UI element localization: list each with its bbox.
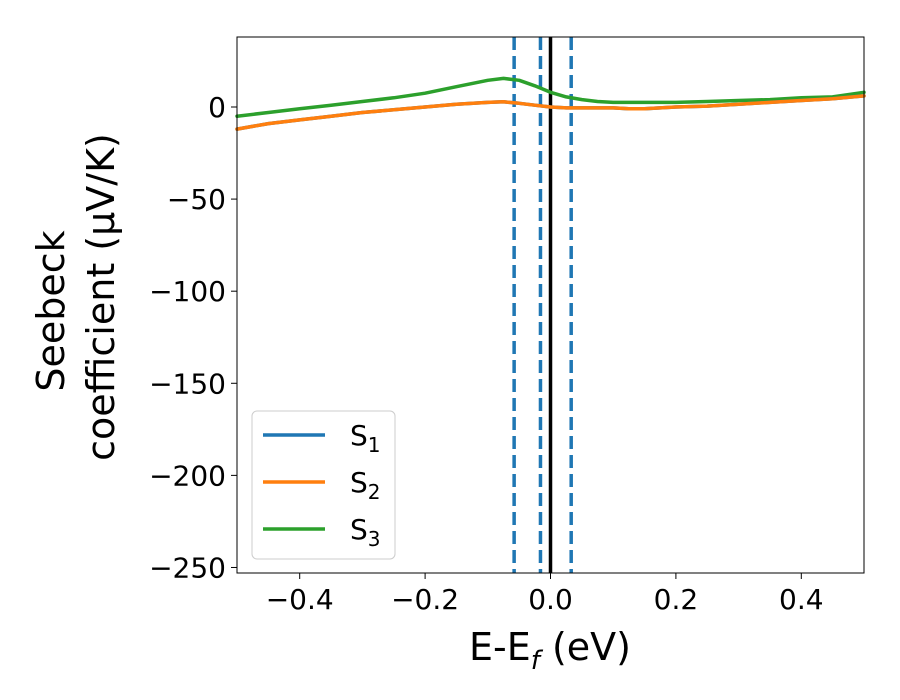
series-line-s3 (235, 76, 866, 118)
y-tick-label: −100 (149, 275, 226, 308)
x-tick-label: 0.0 (528, 583, 573, 616)
y-tick-label: −250 (149, 551, 226, 584)
x-tick-label: −0.2 (391, 583, 459, 616)
legend-box (251, 410, 396, 560)
series-line-s2 (235, 94, 866, 131)
x-tick-label: 0.4 (779, 583, 824, 616)
legend-label-s1: S1 (350, 419, 381, 457)
legend: S1 S2 S3 (251, 410, 396, 560)
series-lines (235, 76, 866, 131)
x-tick-label: −0.4 (266, 583, 334, 616)
y-tick-label: −50 (167, 183, 226, 216)
y-axis-label-line2: coefficient (μV/K) (79, 133, 123, 461)
x-axis-label: E-Ef (eV) (469, 625, 631, 676)
y-tick-label: −200 (149, 459, 226, 492)
legend-label-s2: S2 (350, 466, 381, 504)
y-tick-label: 0 (208, 91, 226, 124)
y-axis-label-line1: Seebeck (29, 230, 73, 391)
legend-label-s3: S3 (350, 513, 381, 551)
x-tick-label: 0.2 (654, 583, 699, 616)
y-tick-label: −150 (149, 367, 226, 400)
axis-ticks: −0.4 −0.2 0.0 0.2 0.4 0 −50 −100 −150 −200 −250 (149, 91, 823, 616)
vertical-reference-lines (512, 37, 573, 573)
